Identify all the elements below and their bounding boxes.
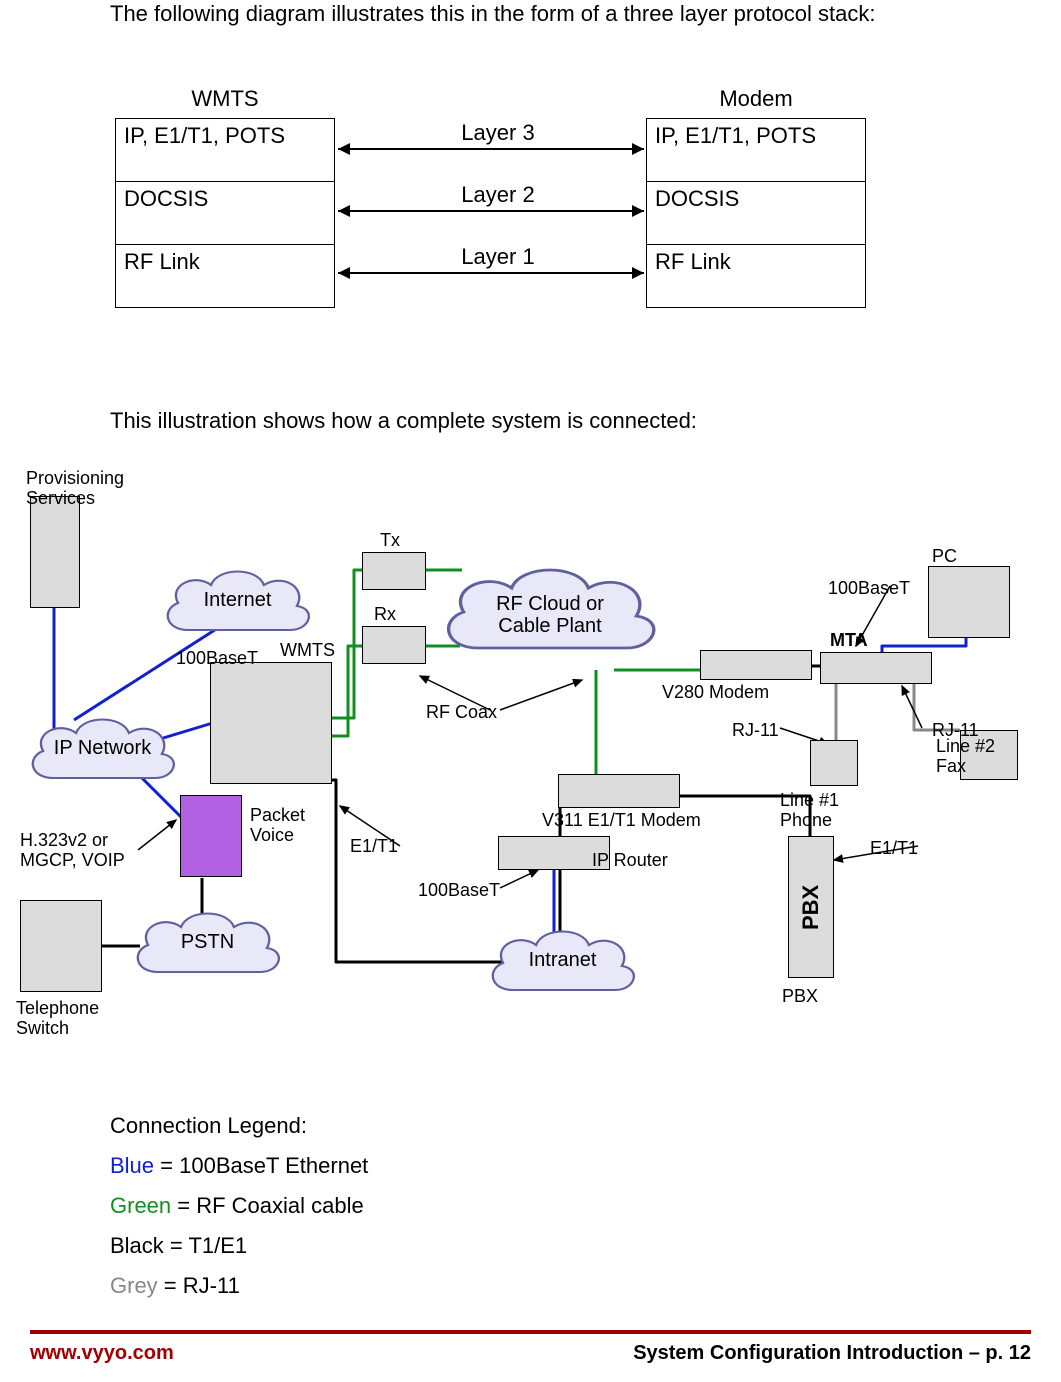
device-v280	[700, 650, 812, 680]
device-pbx: PBX	[788, 836, 834, 978]
device-phone	[810, 740, 858, 786]
device-label-ip_router: IP Router	[592, 850, 668, 870]
device-label-rx: Rx	[374, 604, 396, 624]
device-label-packet_voice: PacketVoice	[250, 805, 305, 845]
net-label-1: H.323v2 orMGCP, VOIP	[20, 830, 125, 870]
device-mta	[820, 652, 932, 684]
device-v311	[558, 774, 680, 808]
stack-right-row-0: IP, E1/T1, POTS	[647, 119, 866, 182]
footer-page: System Configuration Introduction – p. 1…	[633, 1342, 1031, 1365]
intro-paragraph-2: This illustration shows how a complete s…	[110, 408, 697, 434]
intro-paragraph-1: The following diagram illustrates this i…	[110, 0, 970, 28]
net-label-5: 100BaseT	[828, 578, 910, 598]
cloud-internet: Internet	[155, 558, 320, 648]
layer-label-2: Layer 2	[338, 182, 658, 208]
net-label-6: RJ-11	[732, 720, 779, 740]
device-label-wmts: WMTS	[280, 640, 335, 660]
cloud-pstn: PSTN	[125, 900, 290, 990]
cloud-label-intranet: Intranet	[480, 949, 645, 971]
net-label-3: E1/T1	[350, 836, 398, 856]
device-label-tx: Tx	[380, 530, 400, 550]
cloud-label-internet: Internet	[155, 589, 320, 611]
pointer-arrow-3	[500, 680, 582, 710]
device-label-pbx: PBX	[782, 986, 818, 1006]
legend-item-grey: Grey = RJ-11	[110, 1266, 368, 1306]
legend-title: Connection Legend:	[110, 1106, 368, 1146]
device-tx	[362, 552, 426, 590]
stack-table-right: IP, E1/T1, POTS DOCSIS RF Link	[646, 118, 866, 308]
stack-header-wmts: WMTS	[115, 86, 335, 112]
page-footer: www.vyyo.com System Configuration Introd…	[30, 1330, 1031, 1370]
pointer-arrow-1	[138, 820, 176, 850]
net-label-2: RF Coax	[426, 702, 497, 722]
cloud-label-pstn: PSTN	[125, 931, 290, 953]
stack-right-row-2: RF Link	[647, 245, 866, 308]
layer-arrow-2	[338, 210, 644, 212]
layer-label-3: Layer 3	[338, 120, 658, 146]
stack-left-row-0: IP, E1/T1, POTS	[116, 119, 335, 182]
layer-label-1: Layer 1	[338, 244, 658, 270]
device-label-mta: MTA	[830, 630, 868, 650]
pointer-arrow-8	[902, 686, 922, 728]
layer-arrow-1	[338, 272, 644, 274]
legend-item-green: Green = RF Coaxial cable	[110, 1186, 368, 1226]
cloud-label-rf: RF Cloud orCable Plant	[430, 593, 670, 637]
device-label-phone: Line #1Phone	[780, 790, 839, 830]
device-label-v311: V311 E1/T1 Modem	[542, 810, 701, 830]
cloud-ipnet: IP Network	[20, 706, 185, 796]
device-tel_switch	[20, 900, 102, 992]
legend-item-black: Black = T1/E1	[110, 1226, 368, 1266]
device-prov_server	[30, 496, 80, 608]
net-label-0: 100BaseT	[176, 648, 258, 668]
pointer-arrow-5	[500, 870, 538, 888]
cloud-label-ipnet: IP Network	[20, 737, 185, 759]
device-label-pc: PC	[932, 546, 957, 566]
cloud-rf: RF Cloud orCable Plant	[430, 552, 670, 672]
net-label-8: E1/T1	[870, 838, 918, 858]
device-label-fax: Line #2Fax	[936, 736, 995, 776]
stack-table-left: IP, E1/T1, POTS DOCSIS RF Link	[115, 118, 335, 308]
device-rx	[362, 626, 426, 664]
legend-item-blue: Blue = 100BaseT Ethernet	[110, 1146, 368, 1186]
stack-left-row-2: RF Link	[116, 245, 335, 308]
network-diagram: Internet IP Network PSTN Intranet RF Cloud o…	[20, 510, 1040, 1090]
device-pc	[928, 566, 1010, 638]
stack-right-row-1: DOCSIS	[647, 182, 866, 245]
device-label-tel_switch: TelephoneSwitch	[16, 998, 99, 1038]
net-label-7: RJ-11	[932, 720, 979, 740]
stack-left-row-1: DOCSIS	[116, 182, 335, 245]
device-label-prov_server: ProvisioningServices	[26, 468, 124, 508]
footer-url: www.vyyo.com	[30, 1342, 174, 1365]
connection-legend: Connection Legend: Blue = 100BaseT Ether…	[110, 1106, 368, 1306]
stack-header-modem: Modem	[646, 86, 866, 112]
net-label-4: 100BaseT	[418, 880, 500, 900]
layer-arrow-3	[338, 148, 644, 150]
cloud-intranet: Intranet	[480, 918, 645, 1008]
device-label-v280: V280 Modem	[662, 682, 769, 702]
device-wmts	[210, 662, 332, 784]
device-packet_voice	[180, 795, 242, 877]
